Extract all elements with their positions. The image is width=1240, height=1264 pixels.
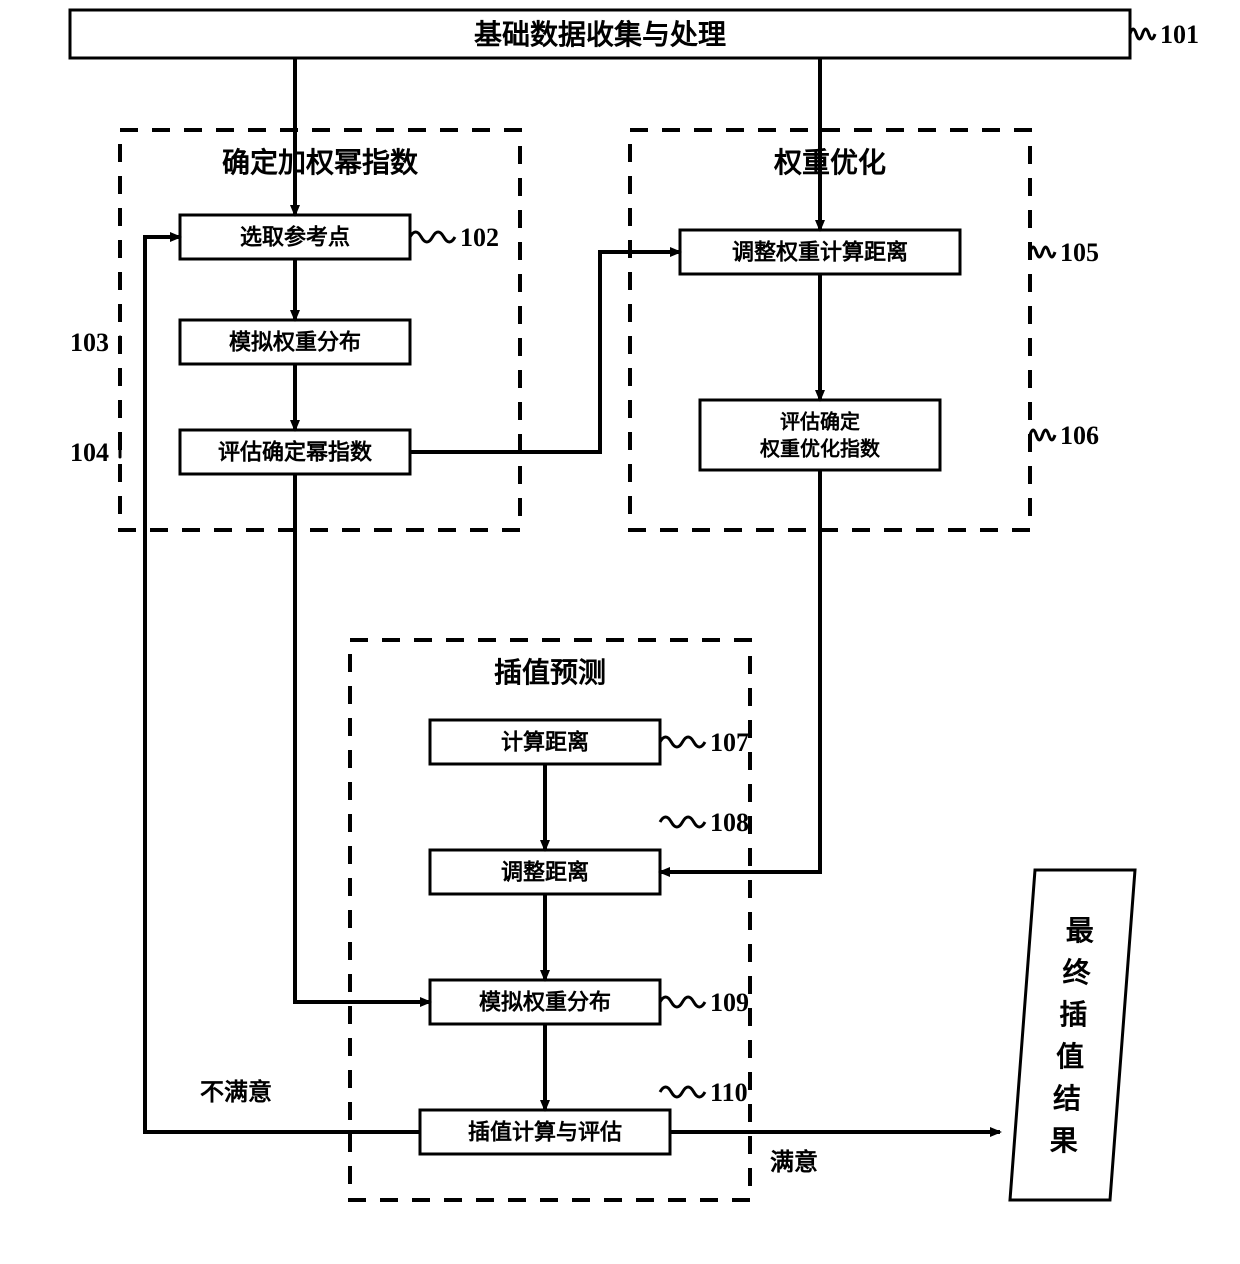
num-n109: 109 <box>710 988 749 1017</box>
num-n105: 105 <box>1060 238 1099 267</box>
b105-label: 调整权重计算距离 <box>732 240 908 265</box>
tilde-n110 <box>660 1087 705 1097</box>
result-label-1: 终 <box>1063 957 1092 989</box>
tilde-n106 <box>1030 430 1055 440</box>
arrow-a_104_109 <box>295 474 430 1002</box>
tilde-n102 <box>410 232 455 242</box>
b110-label: 插值计算与评估 <box>468 1120 622 1145</box>
result-label-2: 插 <box>1059 999 1087 1031</box>
num-n108: 108 <box>710 808 749 837</box>
num-n110: 110 <box>710 1078 748 1107</box>
arrow-a_110_back <box>145 237 420 1132</box>
num-n104: 104 <box>70 438 109 467</box>
result-label-0: 最 <box>1066 916 1094 947</box>
result-label-3: 值 <box>1056 1041 1084 1073</box>
result-label-4: 结 <box>1053 1083 1081 1115</box>
num-n107: 107 <box>710 728 749 757</box>
num-n102: 102 <box>460 223 499 252</box>
label-unsat: 不满意 <box>200 1078 272 1106</box>
tilde-n105 <box>1030 247 1055 257</box>
b108-label: 调整距离 <box>501 860 589 885</box>
arrow-a_104_105 <box>410 252 680 452</box>
tilde-n108 <box>660 817 705 827</box>
b106-label-1: 权重优化指数 <box>759 437 881 461</box>
label-sat: 满意 <box>770 1148 818 1176</box>
b102-label: 选取参考点 <box>240 225 350 250</box>
group-right-title: 权重优化 <box>773 147 886 179</box>
tilde-n107 <box>660 737 705 747</box>
b107-label: 计算距离 <box>501 730 589 755</box>
b106-label-0: 评估确定 <box>780 410 860 434</box>
num-n101: 101 <box>1160 20 1199 49</box>
num-n103: 103 <box>70 328 109 357</box>
group-left-title: 确定加权幂指数 <box>222 146 419 179</box>
top-box-label: 基础数据收集与处理 <box>474 19 726 51</box>
num-n106: 106 <box>1060 421 1099 450</box>
b103-label: 模拟权重分布 <box>229 330 361 355</box>
result-label-5: 果 <box>1050 1126 1078 1157</box>
group-bottom-title: 插值预测 <box>494 657 606 689</box>
b104-label: 评估确定幂指数 <box>218 440 373 465</box>
b109-label: 模拟权重分布 <box>479 990 611 1015</box>
tilde-n101 <box>1130 29 1155 39</box>
tilde-n109 <box>660 997 705 1007</box>
